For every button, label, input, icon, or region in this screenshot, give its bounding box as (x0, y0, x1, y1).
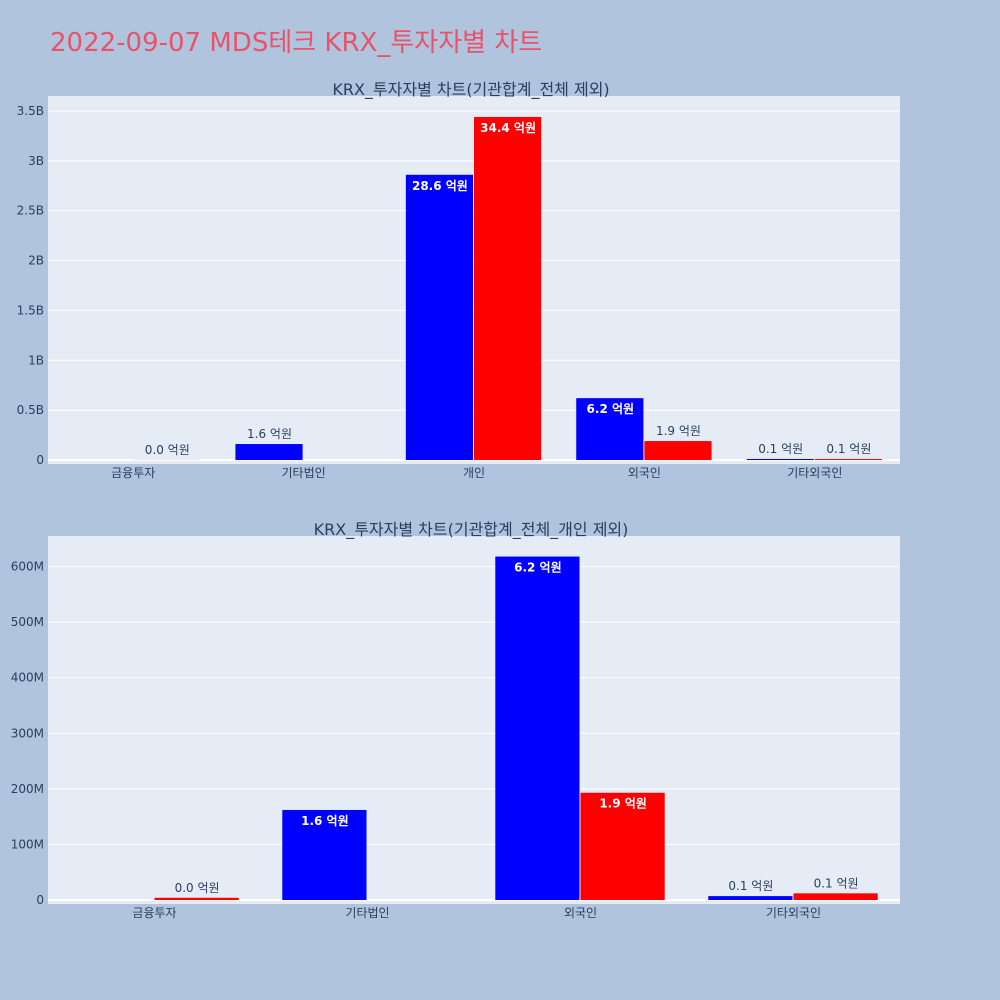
data-label: 1.6 억원 (247, 427, 292, 441)
x-tick-label: 기타외국인 (766, 906, 821, 920)
y-tick-label: 0 (36, 453, 44, 467)
data-label: 0.0 억원 (145, 443, 190, 457)
y-tick-label: 1B (28, 353, 44, 367)
bar (154, 897, 239, 900)
y-tick-label: 3B (28, 154, 44, 168)
y-tick-label: 300M (11, 726, 44, 740)
y-tick-label: 500M (11, 615, 44, 629)
data-label: 0.1 억원 (758, 442, 803, 456)
y-tick-label: 0.5B (17, 403, 44, 417)
bar (746, 459, 814, 460)
bar (282, 809, 367, 900)
chart-title: KRX_투자자별 차트(기관합계_전체 제외) (332, 80, 609, 100)
x-tick-label: 외국인 (564, 906, 597, 920)
data-label: 0.1 억원 (728, 879, 773, 893)
y-tick-label: 2.5B (17, 204, 44, 218)
data-label: 28.6 억원 (412, 179, 468, 193)
y-tick-label: 400M (11, 671, 44, 685)
plot-area (48, 536, 900, 904)
x-tick-label: 금융투자 (132, 906, 176, 920)
data-label: 0.1 억원 (826, 442, 871, 456)
data-label: 34.4 억원 (480, 121, 536, 135)
data-label: 1.9 억원 (656, 424, 701, 438)
data-label: 0.1 억원 (814, 876, 859, 890)
bar (576, 398, 644, 460)
x-tick-label: 기타법인 (282, 466, 326, 480)
x-tick-label: 외국인 (628, 466, 661, 480)
x-tick-label: 개인 (463, 466, 485, 480)
bar (793, 893, 878, 900)
chart-title: KRX_투자자별 차트(기관합계_전체_개인 제외) (314, 520, 629, 540)
page-title: 2022-09-07 MDS테크 KRX_투자자별 차트 (50, 28, 543, 58)
bar (708, 896, 793, 900)
bar (405, 174, 473, 460)
data-label: 6.2 억원 (514, 561, 562, 575)
data-label: 0.0 억원 (175, 881, 220, 895)
bar (474, 116, 542, 460)
bar (495, 556, 580, 900)
bar (580, 792, 665, 900)
y-tick-label: 1.5B (17, 303, 44, 317)
x-tick-label: 금융투자 (111, 466, 155, 480)
bar (814, 459, 882, 460)
y-tick-label: 600M (11, 560, 44, 574)
y-tick-label: 3.5B (17, 104, 44, 118)
bar (235, 444, 303, 460)
x-tick-label: 기타법인 (345, 906, 389, 920)
data-label: 1.9 억원 (599, 797, 647, 811)
y-tick-label: 200M (11, 782, 44, 796)
y-tick-label: 100M (11, 837, 44, 851)
y-tick-label: 2B (28, 254, 44, 268)
x-tick-label: 기타외국인 (787, 466, 842, 480)
bar (644, 441, 712, 460)
data-label: 6.2 억원 (587, 402, 635, 416)
y-tick-label: 0 (36, 893, 44, 907)
data-label: 1.6 억원 (301, 814, 349, 828)
